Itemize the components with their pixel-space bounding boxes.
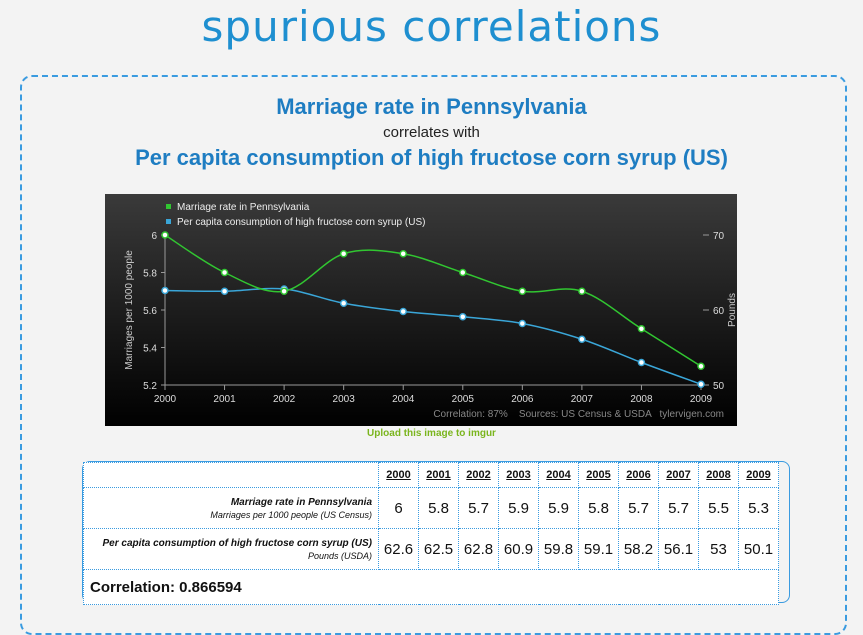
data-point-1 [518, 287, 527, 295]
chart-svg: 5.2 5.4 5.6 5.8 6 50 60 70 2000 2001 2002 2003 2004 2… [124, 202, 737, 420]
data-point-2 [161, 286, 169, 295]
data-point-1 [280, 287, 288, 295]
table-cell: 5.5 [698, 487, 739, 529]
site-title: spurious correlations [201, 2, 662, 51]
table-cell: 5.9 [538, 487, 579, 529]
data-point-1 [459, 268, 467, 277]
table-header-blank [83, 462, 379, 488]
chart-footer: Correlation: 87% Sources: US Census & US… [433, 409, 724, 420]
data-point-1 [697, 362, 705, 370]
data-point-2 [578, 335, 586, 343]
table-cell: 58.2 [618, 528, 659, 570]
series2-heading: Per capita consumption of high fructose … [135, 145, 728, 170]
year-header: 2000 [378, 462, 419, 488]
data-point-2 [399, 307, 407, 316]
series-line-1 [164, 234, 702, 367]
table-cell: 5.9 [498, 487, 539, 529]
legend-swatch-1 [166, 204, 171, 209]
legend-label-1: Marriage rate in Pennsylvania [177, 202, 310, 213]
table-cell: 50.1 [738, 528, 779, 570]
table-cell: 5.3 [738, 487, 779, 529]
row-label: Per capita consumption of high fructose … [83, 528, 379, 570]
data-point-1 [161, 231, 169, 239]
table-cell: 60.9 [498, 528, 539, 570]
data-point-2 [339, 299, 348, 307]
data-point-1 [578, 287, 586, 295]
table-cell: 62.8 [458, 528, 499, 570]
connector-text: correlates with [383, 124, 480, 141]
x-tick-label: 2009 [690, 394, 713, 405]
data-point-1 [637, 325, 646, 333]
y-right-tick-label: 70 [713, 231, 725, 242]
year-header: 2005 [578, 462, 619, 488]
table-header-row: 2000 2001 2002 2003 2004 2005 2006 2007 2008 2009 [83, 462, 779, 488]
data-point-1 [399, 250, 407, 258]
y-left-tick-label: 5.2 [143, 381, 157, 392]
data-table: 2000 2001 2002 2003 2004 2005 2006 2007 2008 2009… [83, 462, 779, 605]
upload-link[interactable]: Upload this image to imgur [367, 428, 496, 439]
row-label-sub: Marriages per 1000 people (US Census) [210, 509, 372, 520]
year-header: 2001 [418, 462, 459, 488]
y-left-tick-label: 5.4 [143, 344, 157, 355]
legend-swatch-2 [166, 219, 171, 224]
year-header: 2003 [498, 462, 539, 488]
y-left-tick-label: 5.6 [143, 306, 157, 317]
y-left-tick-label: 6 [151, 231, 157, 242]
x-tick-label: 2001 [213, 394, 236, 405]
table-cell: 6 [378, 487, 419, 529]
data-point-2 [459, 313, 467, 321]
data-point-1 [339, 250, 348, 258]
table-cell: 59.1 [578, 528, 619, 570]
year-header: 2004 [538, 462, 579, 488]
data-point-2 [518, 319, 527, 328]
table-cell: 5.7 [458, 487, 499, 529]
table-cell: 5.7 [658, 487, 699, 529]
y-right-tick-label: 60 [713, 306, 725, 317]
table-row: Marriage rate in Pennsylvania Marriages p… [83, 487, 779, 529]
y-right-tick-label: 50 [713, 381, 725, 392]
correlation-value: Correlation: 0.866594 [83, 569, 779, 605]
data-point-1 [220, 268, 229, 277]
x-tick-label: 2000 [154, 394, 177, 405]
table-cell: 56.1 [658, 528, 699, 570]
year-header: 2007 [658, 462, 699, 488]
table-cell: 53 [698, 528, 739, 570]
series1-heading: Marriage rate in Pennsylvania [276, 94, 587, 119]
x-tick-label: 2003 [333, 394, 356, 405]
table-cell: 62.6 [378, 528, 419, 570]
x-tick-label: 2006 [511, 394, 534, 405]
x-tick-label: 2002 [273, 394, 296, 405]
x-tick-label: 2008 [630, 394, 653, 405]
y-right-axis-title: Pounds [727, 293, 737, 327]
y-left-tick-label: 5.8 [143, 269, 157, 280]
year-header: 2006 [618, 462, 659, 488]
year-header: 2009 [738, 462, 779, 488]
table-cell: 5.8 [418, 487, 459, 529]
table-row: Per capita consumption of high fructose … [83, 528, 779, 570]
x-tick-label: 2007 [571, 394, 594, 405]
year-header: 2002 [458, 462, 499, 488]
table-cell: 5.8 [578, 487, 619, 529]
row-label-sub: Pounds (USDA) [307, 550, 372, 561]
data-point-2 [220, 287, 229, 295]
table-cell: 59.8 [538, 528, 579, 570]
year-header: 2008 [698, 462, 739, 488]
x-tick-label: 2004 [392, 394, 415, 405]
x-tick-label: 2005 [452, 394, 475, 405]
row-label: Marriage rate in Pennsylvania Marriages p… [83, 487, 379, 529]
series-line-2 [164, 287, 702, 385]
table-cell: 62.5 [418, 528, 459, 570]
table-cell: 5.7 [618, 487, 659, 529]
data-point-2 [637, 358, 646, 367]
y-left-axis-title: Marriages per 1000 people [124, 250, 135, 370]
legend-label-2: Per capita consumption of high fructose … [177, 217, 425, 228]
chart: 5.2 5.4 5.6 5.8 6 50 60 70 2000 2001 2002 2003 2004 2… [105, 194, 737, 426]
correlation-row: Correlation: 0.866594 [83, 569, 779, 605]
data-point-2 [697, 380, 705, 388]
row-label-main: Marriage rate in Pennsylvania [230, 496, 372, 508]
row-label-main: Per capita consumption of high fructose … [102, 537, 372, 549]
